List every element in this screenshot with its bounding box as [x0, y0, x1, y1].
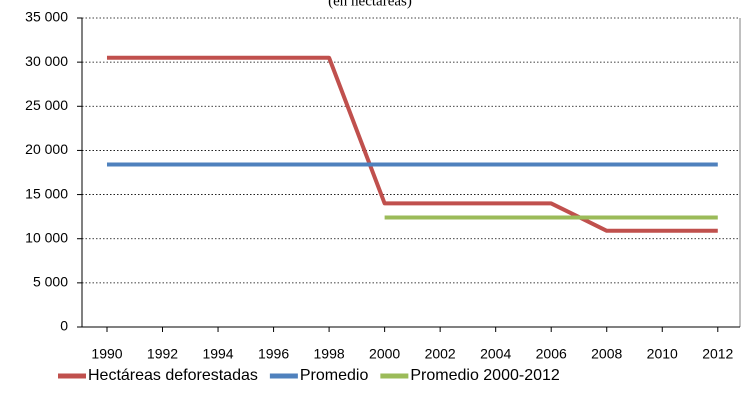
series-line	[106, 55, 718, 233]
y-tick-label: 10 000	[25, 229, 68, 245]
y-tick-label: 20 000	[25, 141, 68, 157]
y-tick-label: 15 000	[25, 185, 68, 201]
x-tick-label: 1998	[314, 346, 345, 362]
x-tick-label: 2008	[591, 346, 622, 362]
x-tick-label: 1996	[258, 346, 289, 362]
x-tick-label: 1994	[202, 346, 233, 362]
x-tick-label: 1990	[91, 346, 122, 362]
legend-label: Promedio	[300, 367, 369, 384]
y-tick-label: 0	[60, 318, 68, 334]
y-tick-label: 25 000	[25, 97, 68, 113]
x-tick-label: 1992	[147, 346, 178, 362]
x-tick-label: 2004	[480, 346, 511, 362]
x-tick-label: 2010	[647, 346, 678, 362]
y-tick-label: 35 000	[25, 9, 68, 25]
chart-subtitle: (en hectáreas)	[328, 0, 412, 9]
legend-label: Hectáreas deforestadas	[88, 367, 258, 384]
x-tick-label: 2006	[536, 346, 567, 362]
x-tick-label: 2000	[369, 346, 400, 362]
y-tick-label: 30 000	[25, 53, 68, 69]
x-tick-label: 2002	[425, 346, 456, 362]
x-tick-label: 2012	[702, 346, 733, 362]
legend-label: Promedio 2000-2012	[410, 367, 560, 384]
y-tick-label: 5 000	[33, 274, 68, 290]
